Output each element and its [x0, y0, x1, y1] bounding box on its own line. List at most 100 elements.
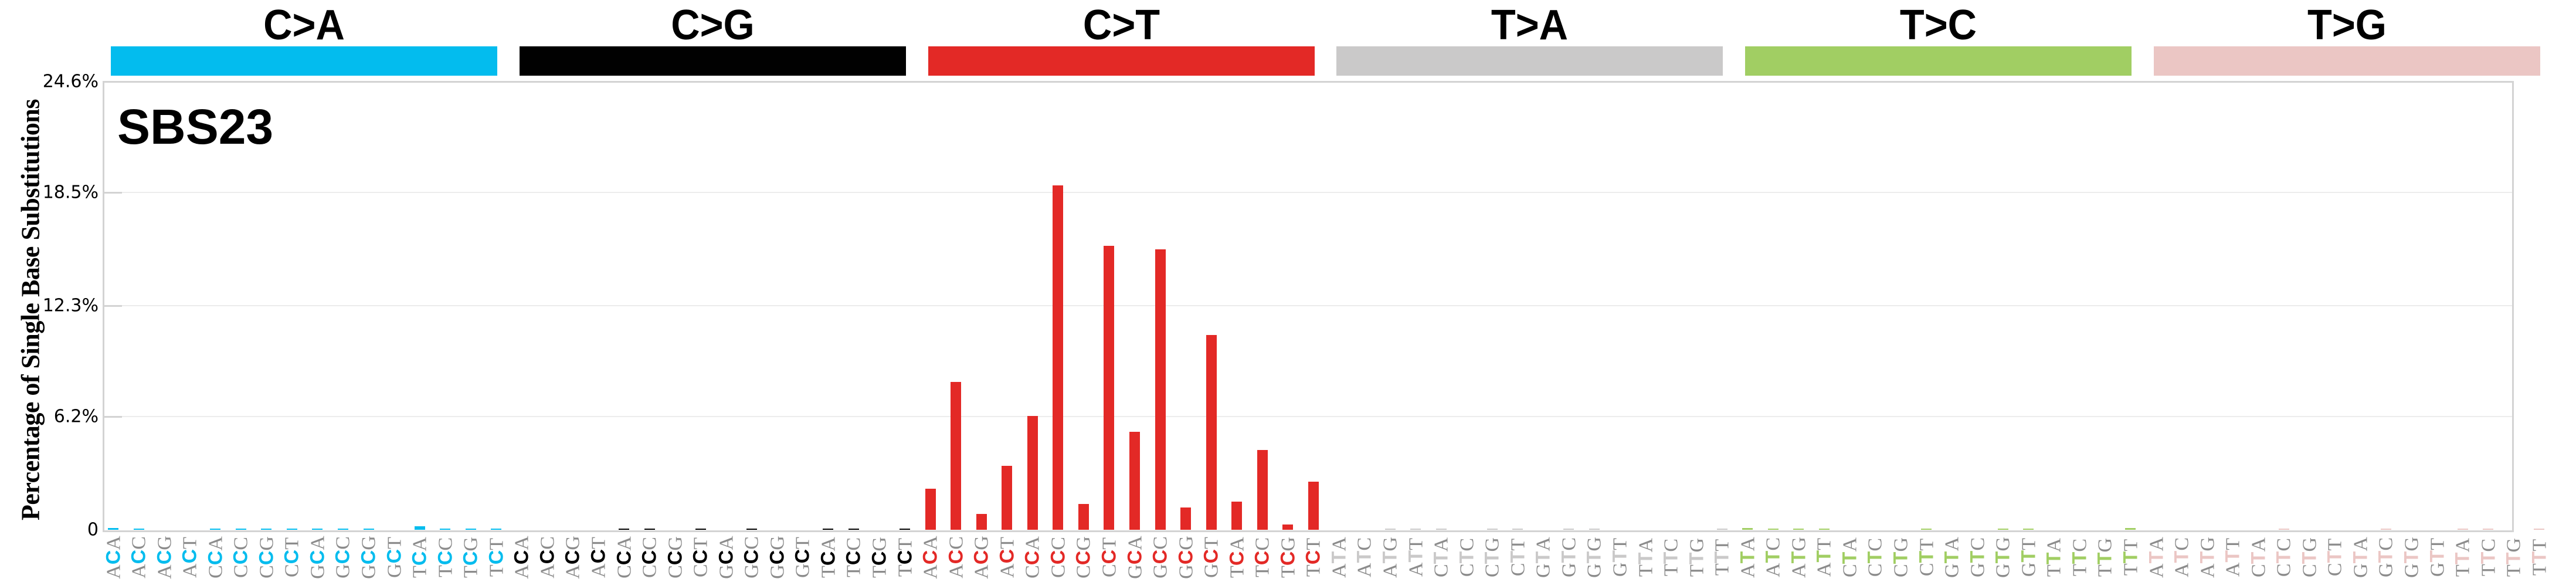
bar-T>A-CTG: [1486, 529, 1498, 530]
x-tick-label: ATA: [1736, 537, 1759, 578]
x-tick-label: ACA: [919, 536, 942, 579]
x-tick-label: ACG: [153, 536, 176, 579]
x-tick-label: TCA: [817, 537, 840, 578]
header-label-0: C>A: [263, 2, 345, 49]
bar-T>A-TTT: [1716, 529, 1727, 530]
x-tick-label: TCT: [485, 537, 508, 577]
bar-C>T-GCT: [1206, 334, 1217, 530]
x-tick-label: ACC: [536, 536, 559, 578]
x-tick-label: TTG: [2502, 537, 2525, 577]
header-color-bar-0: [111, 46, 497, 76]
gridline: [104, 416, 2512, 418]
x-tick-label: GCC: [1149, 536, 1172, 578]
bar-T>A-ATG: [1384, 529, 1396, 530]
x-tick-label: TCA: [408, 537, 431, 578]
x-tick-label: TTC: [2068, 538, 2091, 577]
bar-C>G-TCC: [848, 529, 859, 530]
x-tick-label: TCG: [1277, 537, 1299, 578]
x-tick-label: ACG: [561, 536, 584, 579]
x-tick-label: GCA: [306, 536, 329, 579]
bar-C>A-GCA: [312, 529, 323, 530]
x-tick-label: CCC: [229, 537, 252, 578]
bar-C>T-TCA: [1231, 502, 1243, 530]
x-tick-label: ATC: [1353, 537, 1376, 578]
bar-C>T-TCG: [1282, 524, 1294, 530]
x-tick-label: TTT: [2119, 539, 2142, 576]
x-tick-label: CCT: [280, 537, 303, 578]
x-tick-label: ACA: [510, 536, 533, 579]
y-tick: [104, 305, 122, 307]
x-tick-label: ATG: [1787, 537, 1810, 578]
x-tick-label: ATC: [2170, 537, 2193, 578]
bar-T>C-CTT: [1921, 529, 1932, 530]
x-tick-label: ACA: [102, 536, 124, 579]
x-tick-label: GCT: [383, 537, 406, 578]
x-tick-label: ACT: [587, 537, 610, 578]
y-tick: [104, 192, 122, 194]
header-label-1: C>G: [671, 2, 755, 49]
bar-T>C-TTT: [2125, 527, 2136, 530]
header-color-bar-2: [928, 46, 1315, 76]
x-tick-label: CCC: [1047, 537, 1070, 578]
x-tick-label: GTG: [2400, 537, 2423, 578]
header-label-3: T>A: [1491, 2, 1569, 49]
x-tick-label: TCT: [894, 537, 917, 577]
x-tick-label: ACT: [996, 537, 1019, 578]
x-tick-label: TCA: [1226, 537, 1248, 578]
bar-C>T-GCC: [1155, 249, 1166, 530]
plot-frame: [103, 81, 2514, 532]
bar-C>T-CCA: [1027, 416, 1038, 530]
bar-T>A-GTC: [1563, 529, 1574, 530]
bar-C>T-GCG: [1180, 507, 1192, 530]
bar-T>A-GTG: [1589, 529, 1600, 530]
x-tick-label: GCG: [357, 536, 380, 579]
x-tick-label: CTA: [2247, 537, 2270, 578]
header-label-2: C>T: [1082, 2, 1160, 49]
x-tick-label: GCG: [1175, 536, 1197, 579]
bar-T>A-CTA: [1435, 529, 1447, 530]
bar-C>A-ACA: [108, 527, 118, 530]
x-tick-label: CCT: [1098, 537, 1121, 578]
header-color-bar-5: [2154, 46, 2540, 76]
y-tick-label: 6.2%: [53, 406, 99, 427]
x-tick-label: GTT: [2017, 537, 2040, 577]
bar-T>C-GTG: [1997, 529, 2008, 530]
x-tick-label: TTT: [2528, 539, 2551, 576]
bar-C>A-GCC: [337, 528, 348, 530]
x-tick-label: GTT: [1608, 537, 1631, 577]
x-tick-label: ATG: [2196, 537, 2219, 578]
x-tick-label: TCC: [842, 537, 865, 578]
x-tick-label: TCG: [459, 537, 482, 578]
bar-T>C-ATA: [1742, 527, 1753, 530]
x-tick-label: GTG: [1583, 537, 1606, 578]
bar-C>T-ACA: [925, 489, 936, 530]
x-tick-label: CCC: [638, 537, 661, 578]
y-tick: [104, 416, 122, 418]
y-tick-label: 12.3%: [42, 295, 99, 316]
bar-C>A-GCG: [363, 529, 374, 530]
x-tick-label: CCG: [664, 536, 687, 578]
bar-C>T-CCC: [1053, 185, 1064, 530]
x-tick-label: TCG: [868, 537, 891, 578]
bar-C>T-ACC: [951, 382, 962, 530]
x-tick-label: GTC: [1557, 537, 1580, 578]
header-color-bar-3: [1336, 46, 1723, 76]
bar-C>A-CCT: [286, 528, 297, 530]
x-tick-label: ATT: [2221, 537, 2244, 577]
bar-C>G-TCT: [900, 529, 911, 530]
bar-C>A-CCG: [261, 529, 272, 530]
x-tick-label: CTC: [1864, 537, 1886, 577]
bar-C>A-TCA: [414, 526, 425, 530]
x-tick-label: TTT: [1710, 539, 1733, 576]
y-tick-label: 0: [87, 519, 99, 540]
bar-T>G-CTC: [2278, 529, 2289, 530]
bar-T>C-ATC: [1767, 529, 1779, 530]
x-tick-label: TTG: [2093, 537, 2116, 577]
bar-T>G-TTA: [2457, 529, 2468, 530]
x-tick-label: ACT: [178, 537, 201, 578]
x-tick-label: ACC: [945, 536, 968, 578]
x-tick-label: CCA: [204, 536, 227, 578]
x-tick-label: ATA: [2145, 537, 2167, 578]
bar-C>A-CCC: [235, 528, 246, 530]
bar-C>T-TCC: [1257, 450, 1268, 530]
